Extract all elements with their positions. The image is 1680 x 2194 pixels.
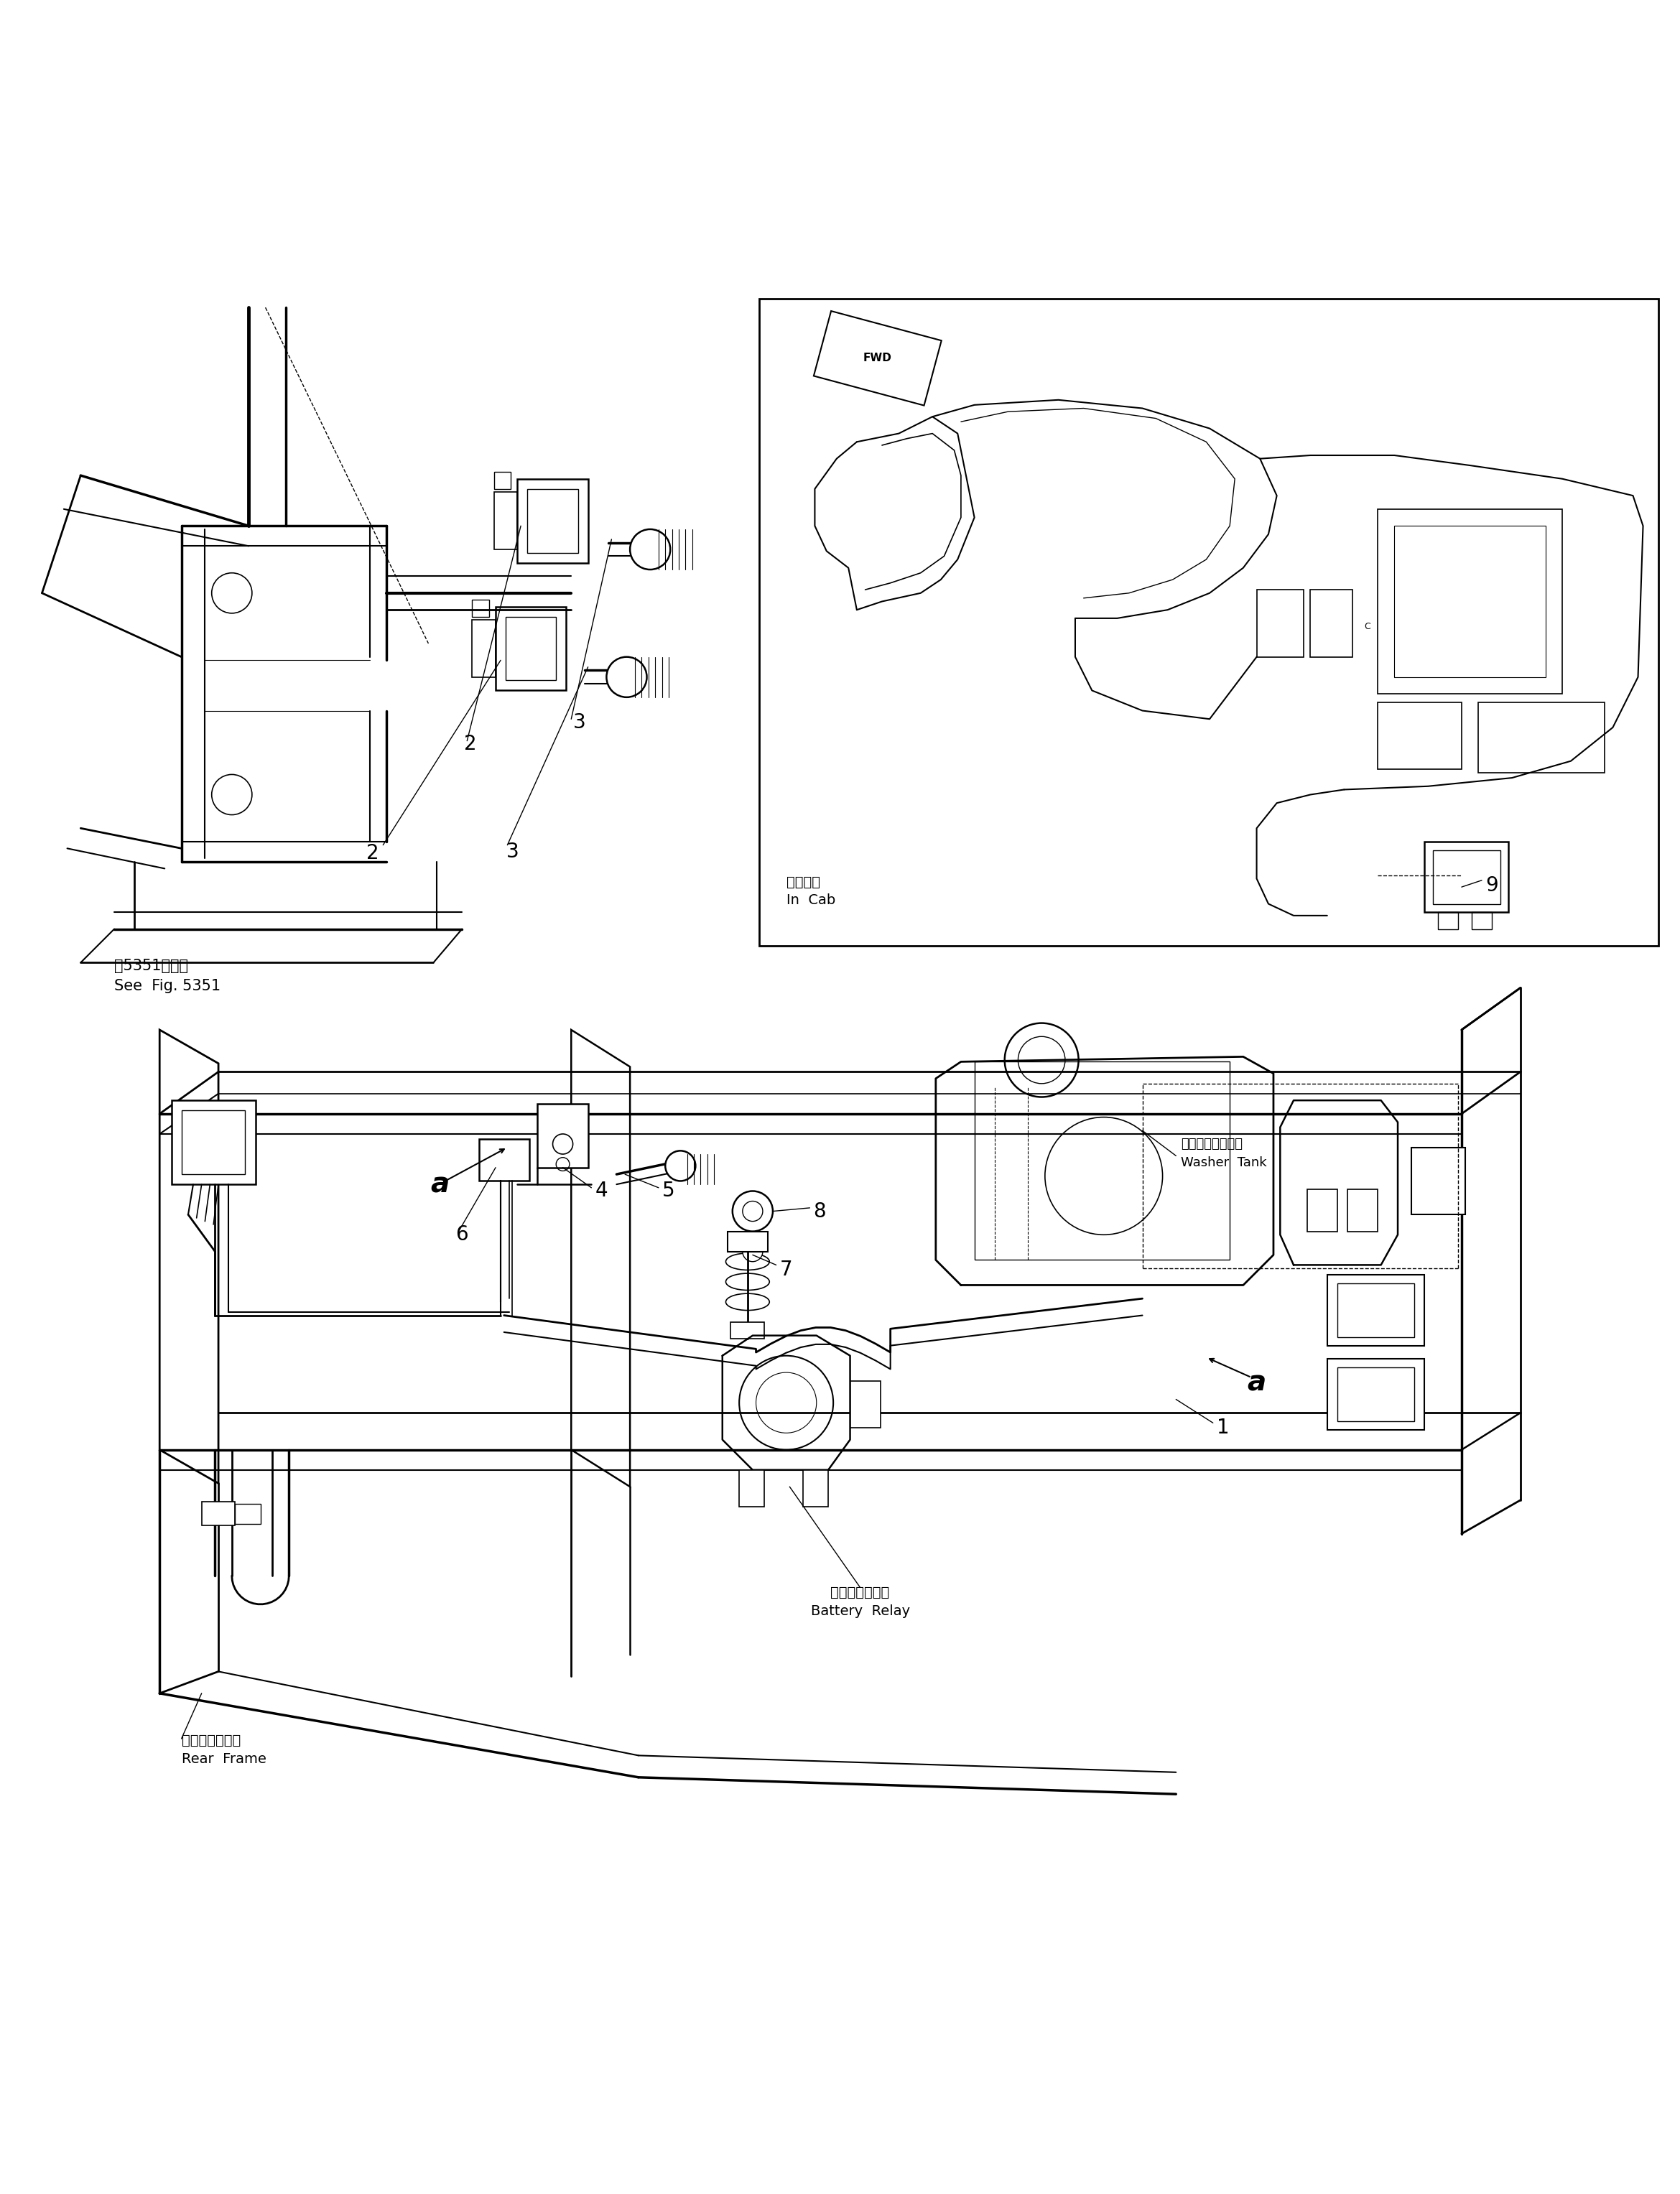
Text: キャブ内: キャブ内 — [786, 875, 820, 889]
Text: Battery  Relay: Battery Relay — [810, 1604, 911, 1617]
Bar — [506, 617, 556, 680]
Text: 4: 4 — [595, 1180, 608, 1200]
Text: 5: 5 — [662, 1180, 675, 1200]
Ellipse shape — [726, 1273, 769, 1290]
Text: In  Cab: In Cab — [786, 893, 835, 908]
Bar — [1378, 702, 1462, 770]
Text: バッテリリレー: バッテリリレー — [830, 1586, 890, 1599]
Text: リヤーフレーム: リヤーフレーム — [181, 1733, 240, 1746]
Text: a: a — [430, 1172, 450, 1198]
Text: 2: 2 — [366, 842, 380, 864]
Text: Rear  Frame: Rear Frame — [181, 1753, 265, 1766]
Bar — [731, 1323, 764, 1338]
Bar — [494, 472, 511, 489]
Bar — [472, 599, 489, 617]
Ellipse shape — [726, 1253, 769, 1270]
Bar — [813, 312, 941, 406]
Bar — [1411, 1147, 1465, 1215]
Text: 9: 9 — [1485, 875, 1499, 895]
Bar — [1337, 1367, 1415, 1422]
Circle shape — [606, 656, 647, 698]
Bar — [803, 1470, 828, 1507]
Bar — [1327, 1358, 1425, 1430]
Text: 2: 2 — [464, 735, 477, 755]
Text: 6: 6 — [455, 1224, 469, 1244]
Circle shape — [630, 529, 670, 570]
Text: 第5351図参照: 第5351図参照 — [114, 959, 188, 974]
Bar — [1425, 842, 1509, 913]
Bar — [171, 1101, 255, 1185]
Text: ウォッシャタンク: ウォッシャタンク — [1181, 1136, 1243, 1150]
Circle shape — [743, 1242, 763, 1262]
Bar — [1472, 913, 1492, 928]
Text: C: C — [1364, 621, 1371, 632]
Bar — [739, 1470, 764, 1507]
Bar — [759, 298, 1658, 946]
Circle shape — [665, 1152, 696, 1180]
Text: 1: 1 — [1216, 1417, 1230, 1437]
Text: 7: 7 — [780, 1259, 793, 1279]
Text: See  Fig. 5351: See Fig. 5351 — [114, 979, 220, 994]
Text: 3: 3 — [506, 842, 519, 862]
Bar — [528, 489, 578, 553]
Bar — [974, 1062, 1230, 1259]
Bar — [727, 1231, 768, 1251]
Text: 8: 8 — [813, 1200, 827, 1222]
Bar — [1310, 590, 1352, 656]
Bar — [1378, 509, 1562, 693]
Bar — [1307, 1189, 1337, 1231]
Bar — [538, 1104, 588, 1167]
Text: 3: 3 — [573, 713, 586, 733]
Bar — [202, 1503, 235, 1525]
Bar — [494, 491, 517, 548]
Ellipse shape — [726, 1294, 769, 1310]
Bar — [472, 621, 496, 678]
Bar — [850, 1380, 880, 1428]
Bar — [1438, 913, 1458, 928]
Text: Washer  Tank: Washer Tank — [1181, 1156, 1267, 1169]
Bar — [1433, 849, 1500, 904]
Bar — [1347, 1189, 1378, 1231]
Bar — [479, 1139, 529, 1180]
Bar — [1327, 1275, 1425, 1345]
Bar — [1478, 702, 1604, 772]
Text: FWD: FWD — [864, 353, 892, 364]
Bar — [1394, 527, 1546, 678]
Bar — [235, 1503, 260, 1523]
Bar — [1337, 1283, 1415, 1336]
Bar — [181, 1110, 245, 1174]
Bar — [517, 478, 588, 564]
Bar — [1257, 590, 1304, 656]
Text: a: a — [1247, 1369, 1267, 1395]
Bar — [496, 606, 566, 691]
